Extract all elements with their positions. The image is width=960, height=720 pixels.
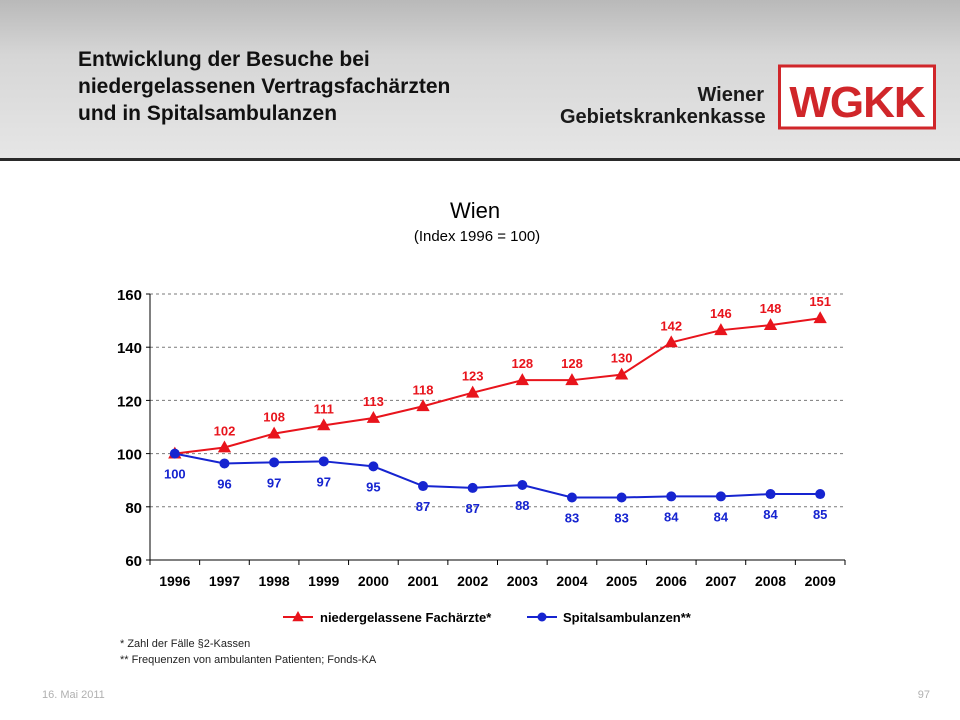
slide-title-line: und in Spitalsambulanzen	[78, 102, 338, 125]
data-label: 148	[760, 301, 782, 316]
data-point	[317, 418, 331, 431]
data-point	[366, 410, 381, 423]
data-label: 87	[416, 499, 430, 514]
data-point	[467, 482, 478, 493]
data-point	[269, 457, 280, 468]
chart: Wien (Index 1996 = 100) 60 80 100 120 140 160…	[117, 198, 846, 625]
data-point	[217, 440, 232, 453]
y-tick-label: 80	[125, 500, 142, 517]
x-tick-label: 2003	[507, 573, 538, 589]
chart-subtitle: (Index 1996 = 100)	[414, 228, 540, 245]
data-point	[219, 458, 230, 469]
data-point	[666, 491, 677, 502]
x-tick-label: 2001	[407, 573, 438, 589]
data-label: 88	[515, 498, 529, 513]
data-label: 97	[267, 475, 281, 490]
x-tick-label: 2008	[755, 573, 786, 589]
data-label: 151	[809, 294, 831, 309]
data-point	[815, 489, 826, 500]
data-point	[565, 373, 579, 386]
data-point	[714, 323, 728, 336]
data-point	[763, 318, 778, 331]
data-label: 100	[164, 467, 186, 482]
data-label: 84	[664, 509, 679, 524]
x-tick-label: 1998	[259, 573, 290, 589]
x-tick-label: 2009	[805, 573, 836, 589]
chart-legend: niedergelassene Fachärzte* Spitalsambulan…	[283, 610, 692, 625]
data-point	[318, 456, 329, 467]
data-point	[813, 311, 827, 324]
data-label: 113	[363, 394, 384, 409]
footnote-2: ** Frequenzen von ambulanten Patienten; …	[120, 654, 377, 666]
logo-text: WGKK	[789, 78, 926, 127]
data-point	[616, 492, 627, 503]
chart-title: Wien	[450, 198, 500, 223]
data-label: 130	[611, 351, 633, 366]
data-label: 87	[465, 501, 479, 516]
series-line-0	[174, 317, 821, 455]
x-tick-label: 1999	[308, 573, 339, 589]
slide-title: Entwicklung der Besuche bei niedergelass…	[78, 46, 548, 127]
data-point	[765, 489, 776, 500]
org-name-line: Wiener	[697, 84, 764, 106]
y-tick-label: 100	[117, 447, 142, 464]
x-tick-label: 1997	[209, 573, 240, 589]
y-tick-label: 60	[125, 553, 142, 570]
data-point	[614, 367, 629, 380]
data-label: 102	[214, 423, 236, 438]
y-tick-label: 160	[117, 287, 142, 304]
data-point	[418, 481, 429, 492]
y-tick-label: 120	[117, 393, 142, 410]
data-label: 83	[614, 510, 628, 525]
data-label: 128	[561, 356, 583, 371]
data-point	[715, 491, 726, 502]
footer-page-number: 97	[917, 689, 930, 701]
wgkk-logo: WGKK	[778, 64, 936, 130]
data-point	[267, 426, 281, 439]
x-tick-label: 1996	[159, 573, 190, 589]
data-label: 111	[314, 401, 334, 416]
data-label: 128	[511, 356, 533, 371]
data-point	[566, 492, 577, 503]
data-label: 96	[217, 476, 231, 491]
slide-title-line: Entwicklung der Besuche bei	[78, 48, 370, 71]
data-point	[368, 461, 379, 472]
footer-date: 16. Mai 2011	[42, 689, 105, 701]
x-tick-label: 2005	[606, 573, 637, 589]
data-label: 85	[813, 507, 827, 522]
x-tick-label: 2004	[556, 573, 587, 589]
data-point	[664, 335, 678, 348]
x-tick-label: 2000	[358, 573, 389, 589]
data-label: 95	[366, 479, 380, 494]
slide-title-line: niedergelassenen Vertragsfachärzten	[78, 75, 451, 98]
series-line-1	[174, 452, 821, 499]
legend-marker	[537, 612, 547, 622]
data-point	[517, 479, 528, 490]
data-point	[515, 373, 529, 386]
x-tick-label: 2007	[705, 573, 736, 589]
data-label: 83	[565, 510, 579, 525]
legend-label: Spitalsambulanzen**	[563, 610, 692, 625]
data-point	[416, 399, 430, 412]
legend-marker	[292, 611, 304, 622]
org-name: Wiener Gebietskrankenkasse	[560, 84, 766, 128]
legend-label: niedergelassene Fachärzte*	[320, 610, 492, 625]
data-label: 97	[317, 474, 331, 489]
data-label: 84	[714, 509, 729, 524]
data-label: 118	[413, 382, 434, 397]
data-label: 146	[710, 306, 732, 321]
plot-area: 60 80 100 120 140 160 1996 1997 1998 1999 2000 2001…	[117, 287, 846, 589]
data-label: 108	[263, 410, 285, 425]
org-name-line: Gebietskrankenkasse	[560, 106, 766, 128]
footnote-1: * Zahl der Fälle §2-Kassen	[120, 638, 251, 650]
data-label: 84	[763, 507, 778, 522]
x-tick-label: 2006	[656, 573, 687, 589]
data-point	[466, 385, 480, 398]
x-tick-label: 2002	[457, 573, 488, 589]
y-tick-label: 140	[117, 340, 142, 357]
data-label: 142	[660, 318, 682, 333]
data-point	[169, 448, 180, 459]
data-label: 123	[462, 369, 484, 384]
